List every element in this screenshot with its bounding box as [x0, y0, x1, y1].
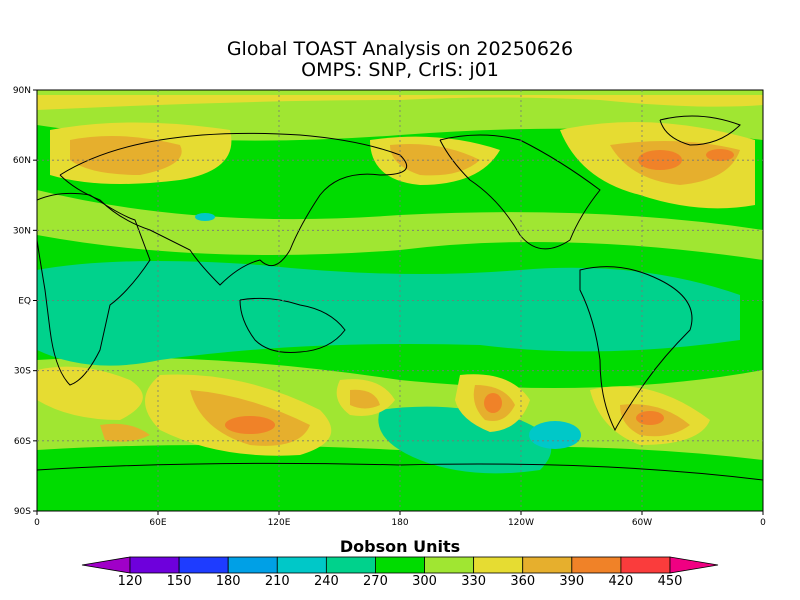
colorbar-low-arrow — [81, 556, 131, 574]
lon-tick-label: 120E — [268, 518, 291, 528]
colorbar: Dobson Units 120 150 180 210 240 270 300 330 360 3… — [81, 537, 719, 589]
colorbar-level-label: 270 — [363, 574, 388, 589]
colorbar-segment — [424, 556, 475, 574]
colorbar-segment — [178, 556, 229, 574]
colorbar-segment — [522, 556, 573, 574]
lat-tick-label: EQ — [18, 297, 31, 307]
lon-tick-label: 60E — [149, 518, 166, 528]
colorbar-segment — [473, 556, 524, 574]
lat-tick-label: 30S — [14, 367, 31, 377]
colorbar-segment — [325, 556, 376, 574]
lon-tick-label: 60W — [632, 518, 652, 528]
colorbar-level-label: 420 — [608, 574, 633, 589]
lon-tick-label: 0 — [760, 518, 766, 528]
lat-tick-label: 30N — [13, 226, 31, 236]
colorbar-segment — [375, 556, 425, 574]
colorbar-title: Dobson Units — [340, 537, 460, 556]
colorbar-level-label: 450 — [658, 574, 683, 589]
colorbar-segment — [276, 556, 327, 574]
colorbar-segment — [620, 556, 671, 574]
lon-tick-label: 0 — [34, 518, 40, 528]
colorbar-level-label: 330 — [461, 574, 486, 589]
colorbar-segment — [227, 556, 278, 574]
colorbar-level-label: 360 — [510, 574, 535, 589]
map-title: Global TOAST Analysis on 20250626 — [226, 38, 574, 60]
colorbar-level-label: 180 — [216, 574, 241, 589]
colorbar-segment — [571, 556, 622, 574]
colorbar-segment — [129, 556, 180, 574]
lat-tick-label: 90N — [13, 86, 31, 96]
map-subtitle: OMPS: SNP, CrIS: j01 — [301, 59, 499, 81]
lat-tick-label: 60S — [14, 437, 31, 447]
colorbar-level-label: 120 — [118, 574, 143, 589]
colorbar-level-label: 390 — [559, 574, 584, 589]
colorbar-level-label: 240 — [314, 574, 339, 589]
lon-tick-label: 120W — [508, 518, 534, 528]
colorbar-level-label: 210 — [265, 574, 290, 589]
colorbar-level-label: 150 — [167, 574, 192, 589]
lat-tick-label: 90S — [14, 507, 31, 517]
grid-lines — [37, 90, 763, 511]
lon-tick-label: 180 — [391, 518, 408, 528]
colorbar-high-arrow — [669, 556, 719, 574]
lat-tick-label: 60N — [13, 156, 31, 166]
colorbar-level-label: 300 — [412, 574, 437, 589]
